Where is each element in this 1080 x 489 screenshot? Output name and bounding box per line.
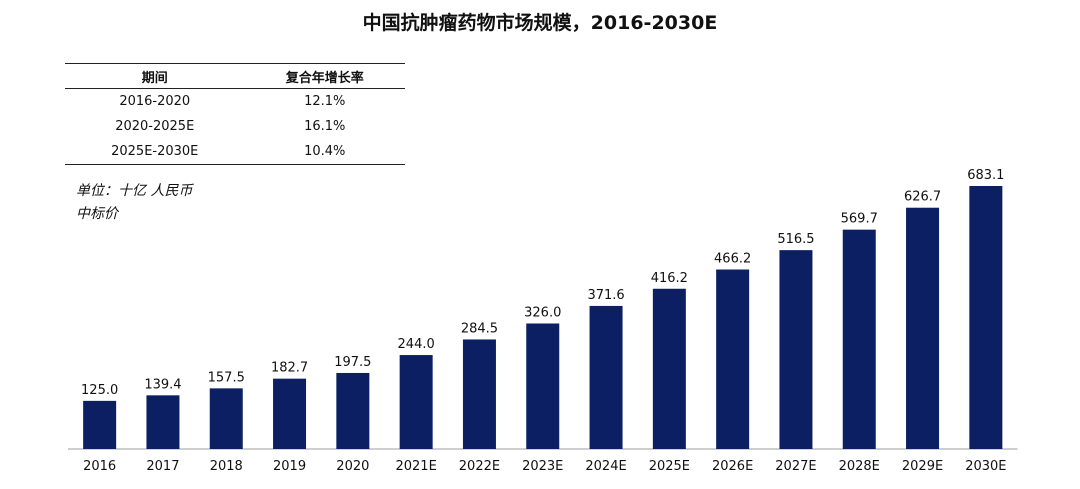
cagr-header-rate: 复合年增长率 — [244, 63, 405, 89]
cagr-period-cell: 2020-2025E — [115, 119, 195, 134]
bar — [83, 400, 117, 449]
bar — [906, 207, 940, 449]
cagr-rate-cell: 16.1% — [304, 119, 346, 134]
bar — [716, 269, 750, 449]
bar — [842, 229, 876, 449]
cagr-period-cell: 2016-2020 — [119, 94, 191, 109]
x-tick-label: 2016 — [83, 459, 116, 474]
x-tick-label: 2028E — [839, 459, 880, 474]
bar-value-label: 371.6 — [587, 288, 624, 303]
cagr-header-period: 期间 — [65, 63, 245, 89]
x-tick-label: 2029E — [902, 459, 943, 474]
bar-value-label: 157.5 — [208, 370, 245, 385]
bar-value-label: 326.0 — [524, 305, 561, 320]
x-tick-label: 2025E — [649, 459, 690, 474]
unit-note-line: 中标价 — [76, 206, 118, 222]
cagr-table: 期间 复合年增长率 2016-2020 12.1% 2020-2025E 16.… — [65, 63, 405, 165]
bar-value-label: 125.0 — [81, 383, 118, 398]
bar — [399, 355, 433, 449]
unit-note-line: 单位：十亿 人民币 — [76, 183, 193, 199]
x-tick-label: 2023E — [522, 459, 563, 474]
cagr-table-row: 2020-2025E 16.1% — [65, 114, 405, 139]
bar — [146, 395, 180, 449]
bar — [526, 323, 560, 449]
bar — [273, 378, 307, 449]
bar-value-label: 516.5 — [777, 232, 814, 247]
bar-value-label: 683.1 — [967, 168, 1004, 183]
cagr-rate-cell: 12.1% — [304, 94, 346, 109]
cagr-table-row: 2016-2020 12.1% — [65, 89, 405, 115]
x-tick-label: 2019 — [273, 459, 306, 474]
cagr-table-row: 2025E-2030E 10.4% — [65, 139, 405, 165]
bar — [589, 305, 623, 449]
cagr-table-header-row: 期间 复合年增长率 — [65, 63, 405, 89]
bar — [969, 186, 1003, 449]
bar-value-label: 466.2 — [714, 252, 751, 267]
bar-value-label: 182.7 — [271, 361, 308, 376]
x-tick-label: 2022E — [459, 459, 500, 474]
chart-title: 中国抗肿瘤药物市场规模，2016-2030E — [362, 12, 718, 34]
cagr-period-cell: 2025E-2030E — [65, 139, 245, 165]
bar — [209, 388, 243, 449]
bar — [462, 339, 496, 449]
x-tick-label: 2017 — [146, 459, 179, 474]
bar-value-label: 244.0 — [398, 337, 435, 352]
bar-value-label: 284.5 — [461, 321, 498, 336]
bar-value-label: 626.7 — [904, 190, 941, 205]
unit-note: 单位：十亿 人民币 中标价 — [76, 180, 192, 226]
bar-value-label: 139.4 — [144, 377, 181, 392]
bar — [336, 372, 370, 449]
x-tick-label: 2018 — [210, 459, 243, 474]
bar-value-label: 569.7 — [841, 212, 878, 227]
bar — [652, 288, 686, 449]
x-tick-label: 2024E — [585, 459, 626, 474]
cagr-rate-cell: 10.4% — [244, 139, 405, 165]
x-tick-label: 2027E — [775, 459, 816, 474]
bar-value-label: 416.2 — [651, 271, 688, 286]
x-tick-label: 2020 — [336, 459, 369, 474]
x-tick-label: 2030E — [965, 459, 1006, 474]
x-tick-label: 2021E — [395, 459, 436, 474]
bar-value-label: 197.5 — [334, 355, 371, 370]
bar — [779, 250, 813, 449]
x-tick-label: 2026E — [712, 459, 753, 474]
